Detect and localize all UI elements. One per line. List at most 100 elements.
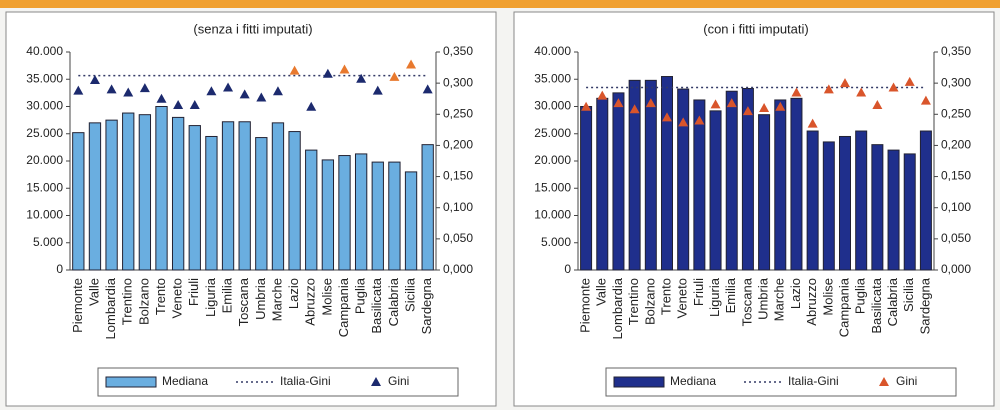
x-tick-label: Liguria [203,277,218,317]
y2-tick-label: 0,150 [941,169,971,183]
y2-tick-label: 0,100 [443,200,473,214]
legend-swatch [105,376,157,388]
gini-marker [239,89,250,99]
gini-marker [662,112,672,122]
gini-marker [123,87,134,97]
x-tick-label: Sardegna [419,277,434,334]
gini-marker [223,82,234,92]
x-tick-label: Puglia [353,277,368,314]
x-tick-label: Veneto [675,278,690,319]
x-tick-label: Abruzzo [804,278,819,326]
bar [421,144,434,271]
gini-marker [206,86,217,96]
bar [838,135,852,271]
bar [105,119,118,271]
gini-marker [139,83,150,93]
y2-tick-label: 0,350 [941,44,971,58]
bar [822,141,835,271]
top-strip [0,0,1000,8]
gini-marker [613,98,624,108]
bar [806,130,819,271]
gini-marker [406,59,417,69]
bar [404,171,418,271]
bar [354,153,368,271]
gini-marker [272,86,283,96]
legend-label: Mediana [670,374,716,388]
x-tick-label: Bolzano [136,278,151,325]
bar [371,161,384,271]
y-tick-label: 35.000 [26,71,63,85]
y2-tick-label: 0,250 [443,106,473,120]
bar [138,114,152,271]
bar [580,106,593,271]
x-tick-label: Valle [86,278,101,306]
y2-tick-label: 0,250 [941,106,971,120]
gini-marker [389,71,400,81]
gini-marker [694,115,705,125]
bar [288,131,301,271]
bar [171,116,185,271]
legend-box [97,367,459,397]
x-tick-label: Marche [269,278,284,321]
y-tick-label: 25.000 [534,126,571,140]
x-tick-label: Liguria [707,277,722,317]
bar [871,144,884,271]
gini-marker [710,99,721,109]
gini-marker [823,84,834,94]
x-tick-label: Umbria [253,277,268,320]
x-tick-label: Friuli [691,278,706,306]
bar [741,88,754,271]
x-tick-label: Piemonte [578,278,593,333]
y-tick-label: 15.000 [26,180,63,194]
y-tick-label: 30.000 [534,99,571,113]
gini-marker [856,87,867,97]
bar [321,159,335,271]
bar [271,122,285,271]
bar [188,125,201,271]
legend-label: Italia-Gini [280,374,331,388]
y-tick-label: 40.000 [26,44,63,58]
bar [919,130,932,271]
legend-swatch [879,377,889,386]
y-tick-label: 10.000 [26,208,63,222]
bar [205,135,218,271]
gini-marker [106,84,117,94]
bar [644,79,657,271]
x-tick-label: Friuli [186,278,201,306]
chart-subtitle: (con i fitti imputati) [703,21,808,36]
y-tick-label: 20.000 [26,153,63,167]
y-tick-label: 0 [564,262,571,276]
chart-subtitle: (senza i fitti imputati) [193,21,312,36]
gini-marker [322,68,333,78]
x-tick-label: Campania [836,277,851,337]
bar [338,155,351,271]
gini-marker [759,103,770,113]
legend-label: Gini [896,374,917,388]
y2-tick-label: 0,050 [941,231,971,245]
bar [693,99,706,271]
x-tick-label: Calabria [885,277,900,326]
gini-marker [156,93,167,103]
x-tick-label: Molise [319,278,334,316]
gini-marker [742,106,753,116]
legend-swatch [613,376,665,388]
y2-tick-label: 0,150 [443,169,473,183]
gini-marker [840,78,850,88]
bar [72,132,85,271]
bar [88,122,102,271]
bar [305,149,318,271]
gini-marker [73,85,84,95]
bar [122,112,135,271]
bar [155,106,168,271]
y2-tick-label: 0,000 [443,262,473,276]
x-tick-label: Marche [772,278,787,321]
gini-marker [791,87,802,97]
x-tick-label: Sardegna [917,277,932,334]
gini-marker [173,99,184,109]
bar [758,114,771,271]
y-tick-label: 25.000 [26,126,63,140]
legend-label: Mediana [162,374,208,388]
y-tick-label: 15.000 [534,180,571,194]
gini-marker [289,65,300,75]
